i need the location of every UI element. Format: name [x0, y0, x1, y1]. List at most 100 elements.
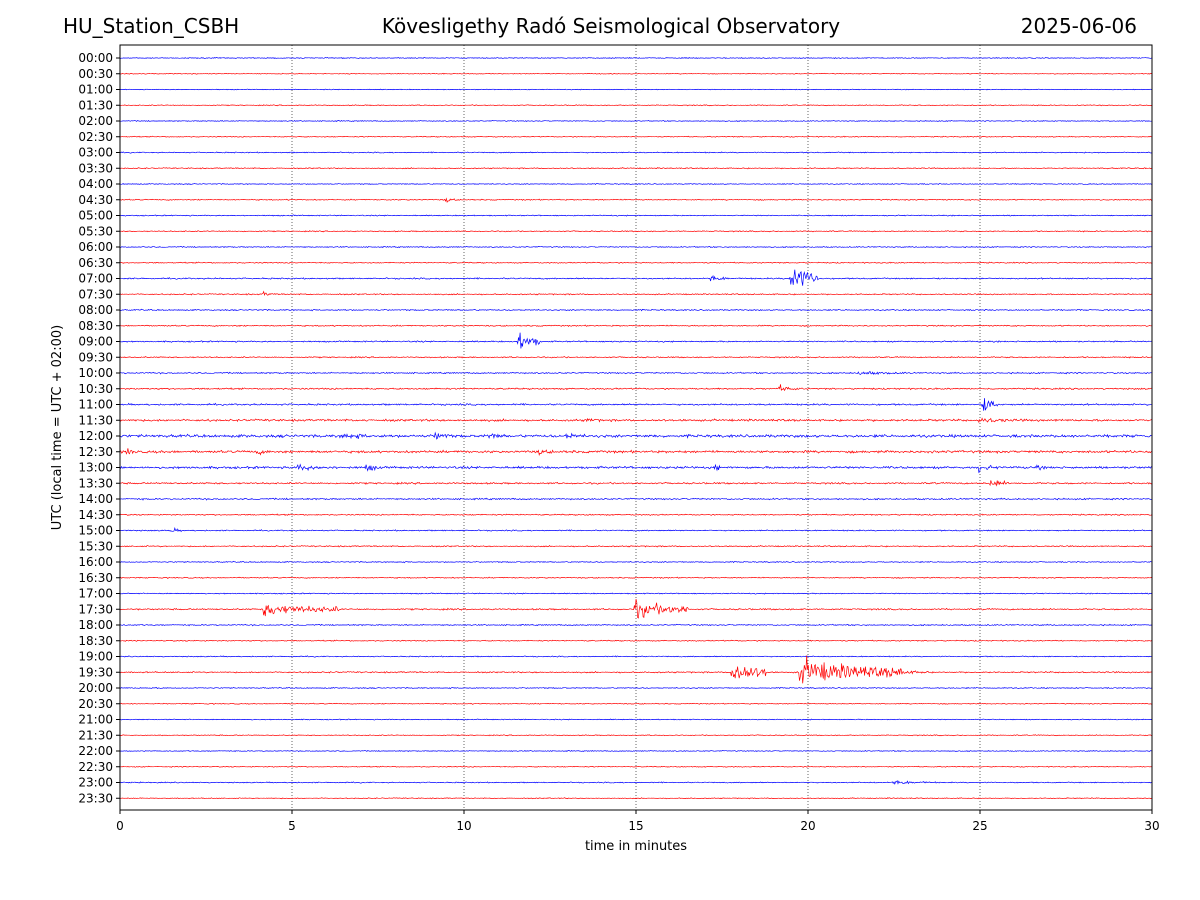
- trace-2330: [119, 797, 1153, 800]
- trace-1430: [119, 513, 1153, 517]
- x-tick-label: 20: [800, 819, 815, 833]
- y-tick-label: 03:30: [78, 161, 113, 175]
- trace-0700: [120, 269, 1153, 286]
- y-tick-label: 16:30: [78, 571, 113, 585]
- y-tick-label: 10:30: [78, 382, 113, 396]
- trace-0630: [119, 261, 1153, 264]
- trace-1830: [119, 639, 1153, 642]
- trace-1700: [119, 592, 1153, 595]
- trace-1330: [119, 479, 1153, 487]
- trace-0230: [119, 135, 1153, 138]
- trace-2030: [119, 702, 1153, 705]
- y-tick-label: 20:30: [78, 697, 113, 711]
- trace-0530: [119, 230, 1153, 233]
- trace-0030: [119, 72, 1153, 75]
- x-axis-label: time in minutes: [585, 839, 687, 854]
- y-tick-label: 07:30: [78, 287, 113, 301]
- x-tick-label: 15: [628, 819, 643, 833]
- x-tick-label: 5: [288, 819, 296, 833]
- trace-1500: [120, 527, 1153, 533]
- station-name: HU_Station_CSBH: [63, 14, 240, 38]
- y-tick-label: 23:00: [78, 776, 113, 790]
- y-tick-label: 08:30: [78, 319, 113, 333]
- trace-0300: [119, 151, 1153, 154]
- y-tick-label: 15:00: [78, 524, 113, 538]
- trace-1900: [119, 655, 1152, 658]
- trace-1300: [119, 463, 1153, 474]
- trace-1000: [119, 371, 1153, 376]
- y-tick-label: 16:00: [78, 555, 113, 569]
- y-tick-label: 21:30: [78, 728, 113, 742]
- trace-0730: [119, 290, 1153, 296]
- y-tick-label: 20:00: [78, 681, 113, 695]
- y-tick-label: 11:00: [78, 398, 113, 412]
- trace-2200: [119, 749, 1153, 753]
- trace-0000: [119, 56, 1153, 60]
- y-axis-label: UTC (local time = UTC + 02:00): [50, 325, 65, 530]
- y-tick-label: 04:00: [78, 177, 113, 191]
- y-tick-label: 12:00: [78, 429, 113, 443]
- trace-0600: [119, 245, 1153, 249]
- y-tick-label: 08:00: [78, 303, 113, 317]
- trace-0900: [119, 332, 1153, 349]
- y-tick-label: 21:00: [78, 713, 113, 727]
- trace-1030: [119, 384, 1153, 392]
- x-tick-label: 25: [972, 819, 987, 833]
- trace-1400: [120, 497, 1152, 501]
- plot-date: 2025-06-06: [1020, 14, 1137, 38]
- y-tick-label: 23:30: [78, 791, 113, 805]
- y-tick-label: 18:30: [78, 634, 113, 648]
- y-tick-label: 22:00: [78, 744, 113, 758]
- trace-1200: [119, 431, 1152, 440]
- y-tick-label: 01:30: [78, 98, 113, 112]
- x-tick-label: 0: [116, 819, 124, 833]
- trace-0100: [119, 88, 1153, 91]
- y-tick-label: 01:00: [78, 83, 113, 97]
- y-tick-label: 09:00: [78, 335, 113, 349]
- trace-0930: [120, 355, 1153, 359]
- y-tick-label: 17:00: [78, 587, 113, 601]
- y-tick-label: 18:00: [78, 618, 113, 632]
- trace-1730: [119, 599, 1153, 619]
- y-tick-label: 13:00: [78, 461, 113, 475]
- trace-0400: [119, 183, 1153, 186]
- y-tick-label: 14:30: [78, 508, 113, 522]
- observatory-title: Kövesligethy Radó Seismological Observat…: [381, 14, 841, 38]
- trace-1230: [119, 448, 1153, 456]
- trace-2230: [120, 765, 1153, 768]
- y-tick-label: 02:30: [78, 130, 113, 144]
- y-tick-label: 07:00: [78, 272, 113, 286]
- y-tick-label: 06:30: [78, 256, 113, 270]
- trace-1130: [119, 417, 1153, 424]
- y-tick-label: 03:00: [78, 146, 113, 160]
- trace-0500: [119, 214, 1153, 217]
- trace-2100: [119, 718, 1153, 721]
- y-tick-label: 04:30: [78, 193, 113, 207]
- trace-1100: [119, 398, 1152, 411]
- y-tick-label: 14:00: [78, 492, 113, 506]
- y-tick-label: 19:00: [78, 650, 113, 664]
- trace-0830: [120, 324, 1153, 328]
- y-tick-label: 17:30: [78, 602, 113, 616]
- trace-2000: [119, 686, 1152, 690]
- trace-1530: [119, 544, 1152, 548]
- trace-0430: [119, 197, 1153, 204]
- y-tick-label: 10:00: [78, 366, 113, 380]
- trace-0200: [120, 119, 1153, 123]
- y-tick-label: 19:30: [78, 665, 113, 679]
- y-tick-label: 00:00: [78, 51, 113, 65]
- y-tick-label: 00:30: [78, 67, 113, 81]
- vertical-grid: [291, 45, 981, 810]
- y-tick-label: 11:30: [78, 413, 113, 427]
- trace-0330: [119, 167, 1153, 170]
- trace-1630: [119, 576, 1153, 579]
- trace-1930: [119, 655, 1153, 684]
- x-axis-ticks: 0 5 10 15 20 25 30: [116, 810, 1160, 833]
- y-tick-label: 02:00: [78, 114, 113, 128]
- trace-0800: [119, 308, 1153, 312]
- trace-1800: [120, 623, 1153, 627]
- x-tick-label: 30: [1144, 819, 1159, 833]
- y-tick-label: 06:00: [78, 240, 113, 254]
- trace-1600: [119, 560, 1153, 564]
